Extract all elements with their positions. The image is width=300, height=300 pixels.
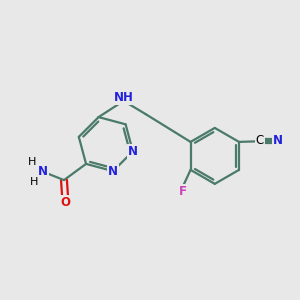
Text: N: N — [38, 165, 48, 178]
Text: H: H — [27, 158, 36, 167]
Text: F: F — [179, 185, 187, 198]
Text: N: N — [273, 134, 283, 147]
Text: NH: NH — [114, 92, 134, 104]
Text: N: N — [108, 165, 118, 178]
Text: N: N — [128, 145, 138, 158]
Text: H: H — [30, 177, 39, 187]
Text: C: C — [256, 134, 264, 147]
Text: O: O — [60, 196, 70, 209]
